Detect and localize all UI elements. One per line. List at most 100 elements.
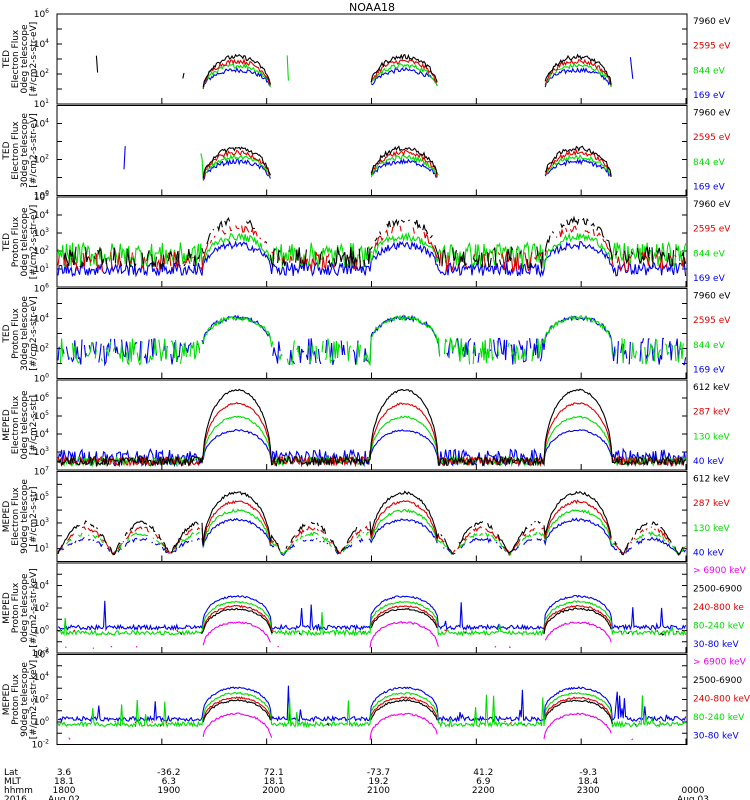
legend-entry: 130 keV	[693, 524, 730, 534]
panel-frame	[56, 379, 688, 471]
y-tick-exponent: 1	[45, 263, 49, 270]
y-tick-exponent: 5	[45, 191, 49, 198]
y-axis-label-line: Proton Flux	[11, 308, 21, 359]
series-line-blue	[57, 685, 687, 723]
legend-entry: 844 eV	[693, 341, 726, 351]
y-tick-label: 106	[34, 392, 49, 404]
y-axis-label-line: MEPED	[2, 409, 12, 441]
series-line-green	[57, 600, 687, 637]
y-tick-exponent: 2	[45, 154, 49, 161]
series-line-blue	[57, 428, 687, 468]
legend-entry: 80-240 keV	[693, 713, 745, 723]
y-axis-label-line: Proton Flux	[11, 674, 21, 725]
y-tick-label: 103	[34, 446, 49, 458]
y-axis-label-line: Electron Flux	[11, 395, 21, 454]
series-line-magenta	[65, 622, 672, 649]
y-tick-label: 104	[34, 580, 49, 592]
y-tick-exponent: 0	[45, 190, 49, 197]
legend-entry: 240-800 keV	[693, 695, 750, 705]
x-axis-value: 6.3	[162, 777, 176, 787]
y-tick-exponent: -2	[43, 647, 49, 654]
y-axis-label-line: TED	[2, 50, 12, 69]
y-tick-exponent: 2	[45, 245, 49, 252]
series-line-green	[57, 231, 687, 269]
y-tick-label: 104	[34, 671, 49, 683]
legend-entry: 40 keV	[693, 457, 725, 467]
y-axis-label-line: TED	[2, 233, 12, 252]
series-line-black	[203, 146, 670, 186]
x-axis-value: 18.4	[578, 777, 598, 787]
panel-frame	[56, 471, 688, 562]
legend-entry: 2500-6900	[693, 585, 742, 595]
x-row-label: hhmm	[4, 786, 33, 796]
legend-entry: 844 eV	[693, 158, 726, 168]
y-axis-label-line: Proton Flux	[11, 582, 21, 633]
y-tick-exponent: 1	[45, 98, 49, 105]
legend-entry: 7960 eV	[693, 200, 731, 210]
legend-entry: > 6900 keV	[693, 658, 747, 668]
y-axis-label-line: Electron Flux	[11, 29, 21, 88]
legend-entry: 7960 eV	[693, 17, 731, 27]
y-tick-exponent: 4	[45, 313, 49, 320]
y-axis-label-line: [#/cm2-s-str-eV]	[29, 113, 39, 188]
y-tick-exponent: 4	[45, 209, 49, 216]
x-axis-value: 72.1	[264, 768, 284, 778]
x-axis-value: 1900	[157, 786, 180, 796]
y-axis-label-line: MEPED	[2, 684, 12, 716]
y-tick-exponent: 6	[45, 8, 49, 15]
chart-title: NOAA18	[349, 1, 395, 14]
y-tick-exponent: 0	[45, 625, 49, 632]
x-axis-value: 6.9	[476, 777, 491, 787]
x-axis-value: 2300	[577, 786, 600, 796]
y-tick-label: 103	[34, 227, 49, 239]
y-axis-label-line: TED	[2, 141, 12, 160]
y-tick-label: 106	[34, 283, 49, 295]
y-tick-exponent: 3	[45, 517, 49, 524]
y-axis-label-line: Electron Flux	[11, 121, 21, 180]
panel-8: 10-2 100 102 104 106 MEPED Proton Flux 90deg te…	[2, 649, 750, 751]
y-tick-exponent: 3	[45, 446, 49, 453]
y-tick-exponent: 4	[45, 118, 49, 125]
y-tick-label: 105	[34, 491, 49, 503]
y-tick-exponent: 2	[45, 68, 49, 75]
y-tick-exponent: 4	[45, 671, 49, 678]
series-line-black	[96, 55, 653, 93]
y-tick-exponent: 6	[45, 649, 49, 656]
panel-7: 10-2 100 102 104 MEPED Proton Flux 0deg telesc…	[2, 562, 747, 659]
series-line-red	[57, 225, 687, 272]
legend-entry: 130 keV	[693, 432, 730, 442]
y-tick-exponent: 4	[45, 38, 49, 45]
y-axis-label-line: 30deg telescope	[20, 296, 30, 371]
x-axis-value: Aug 03	[677, 795, 709, 800]
series-line-black	[63, 215, 687, 270]
legend-entry: 40 keV	[693, 549, 725, 559]
legend-entry: > 6900 keV	[693, 566, 747, 576]
y-tick-label: 101	[34, 263, 49, 275]
x-axis-value: 18.1	[54, 777, 74, 787]
legend-entry: 2500-6900	[693, 676, 742, 686]
x-axis-value: 2100	[367, 786, 390, 796]
series-line-red	[57, 401, 686, 468]
panel-1: 101 102 104 106 TED Electron Flux 0deg telesco…	[2, 8, 731, 110]
y-tick-exponent: 4	[45, 428, 49, 435]
y-tick-label: 104	[34, 313, 49, 325]
y-axis-label-line: Proton Flux	[11, 216, 21, 267]
legend-entry: 169 eV	[693, 91, 726, 101]
y-tick-label: 104	[34, 428, 49, 440]
legend-entry: 240-800 ke	[693, 603, 744, 613]
y-tick-exponent: 1	[45, 543, 49, 550]
legend-entry: 612 keV	[693, 475, 730, 485]
y-tick-exponent: 2	[45, 602, 49, 609]
series-line-magenta	[69, 713, 685, 740]
y-tick-exponent: 6	[45, 392, 49, 399]
y-axis-label-line: [#/cm2-s-str-keV]	[29, 568, 39, 647]
y-axis-label-line: 0deg telescope	[20, 207, 30, 277]
legend-entry: 2595 eV	[693, 133, 731, 143]
y-tick-exponent: 2	[45, 343, 49, 350]
x-axis-value: 19.2	[368, 777, 388, 787]
